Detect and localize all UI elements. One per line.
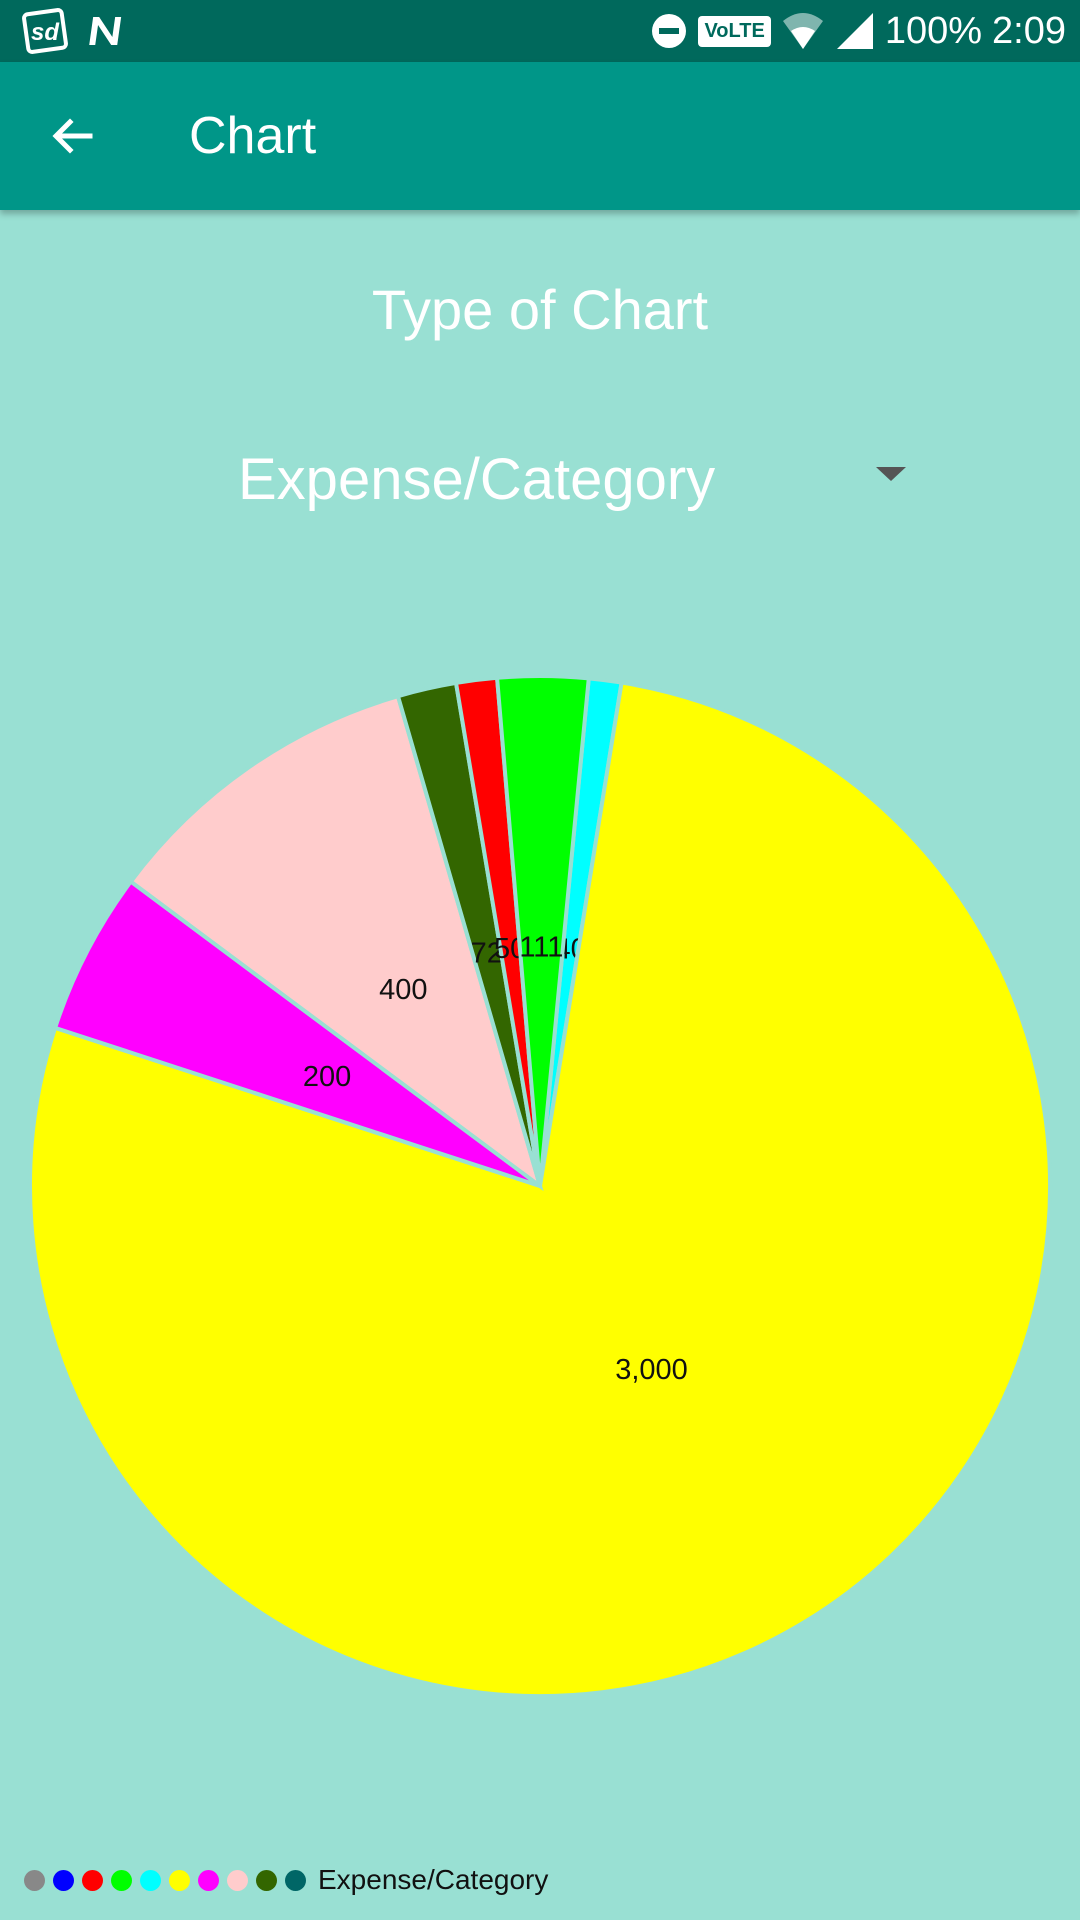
legend-color-dot-6: [198, 1869, 219, 1891]
status-right-icons: VoLTE 100% 2:09: [650, 8, 1066, 54]
arrow-back-icon: [52, 118, 93, 154]
legend-color-dot-9: [285, 1869, 306, 1891]
legend-color-dot-0: [24, 1869, 45, 1891]
signal-icon: [836, 13, 873, 49]
pie-slice-3[interactable]: [128, 693, 544, 1192]
pie-slice-1[interactable]: [28, 680, 1052, 1698]
pie-slice-label-2: 200: [303, 1061, 351, 1093]
pie-slice-label-1: 3,000: [615, 1354, 688, 1386]
pie-slice-label-3: 400: [379, 974, 427, 1006]
legend-color-dot-8: [256, 1869, 277, 1891]
back-button[interactable]: [32, 98, 112, 174]
chart-type-heading: Type of Chart: [371, 278, 709, 341]
legend-color-dot-7: [227, 1869, 248, 1891]
volte-badge: VoLTE: [698, 15, 771, 47]
sd-app-icon: sd: [22, 8, 68, 54]
legend-label: Expense/Category: [318, 1864, 549, 1895]
status-bar: sd VoLTE 100% 2:09: [0, 0, 1080, 62]
do-not-disturb-icon: [652, 14, 687, 48]
chart-type-selected-value: Expense/Category: [238, 447, 716, 512]
legend-color-dot-2: [82, 1869, 103, 1891]
clock: 2:09: [992, 10, 1066, 52]
legend-color-dot-4: [140, 1869, 161, 1891]
pie-slice-label-6: 111: [519, 931, 563, 963]
legend-color-dot-1: [53, 1869, 74, 1891]
dropdown-arrow-icon: [876, 467, 906, 481]
legend-color-dot-3: [111, 1869, 132, 1891]
pie-slice-2[interactable]: [52, 878, 542, 1188]
chart-legend: Expense/Category: [24, 1862, 548, 1898]
legend-color-dot-5: [169, 1869, 190, 1891]
chart-type-dropdown[interactable]: Expense/Category: [220, 430, 920, 530]
pie-slice-6[interactable]: [494, 674, 591, 1187]
wifi-icon: [782, 13, 823, 49]
svg-text:sd: sd: [31, 19, 60, 46]
n-notification-icon: [89, 17, 122, 45]
page-title: Chart: [189, 107, 317, 165]
battery-level: 100%: [884, 10, 983, 52]
app-bar: Chart: [0, 62, 1080, 210]
status-left-icons: sd: [22, 8, 128, 54]
